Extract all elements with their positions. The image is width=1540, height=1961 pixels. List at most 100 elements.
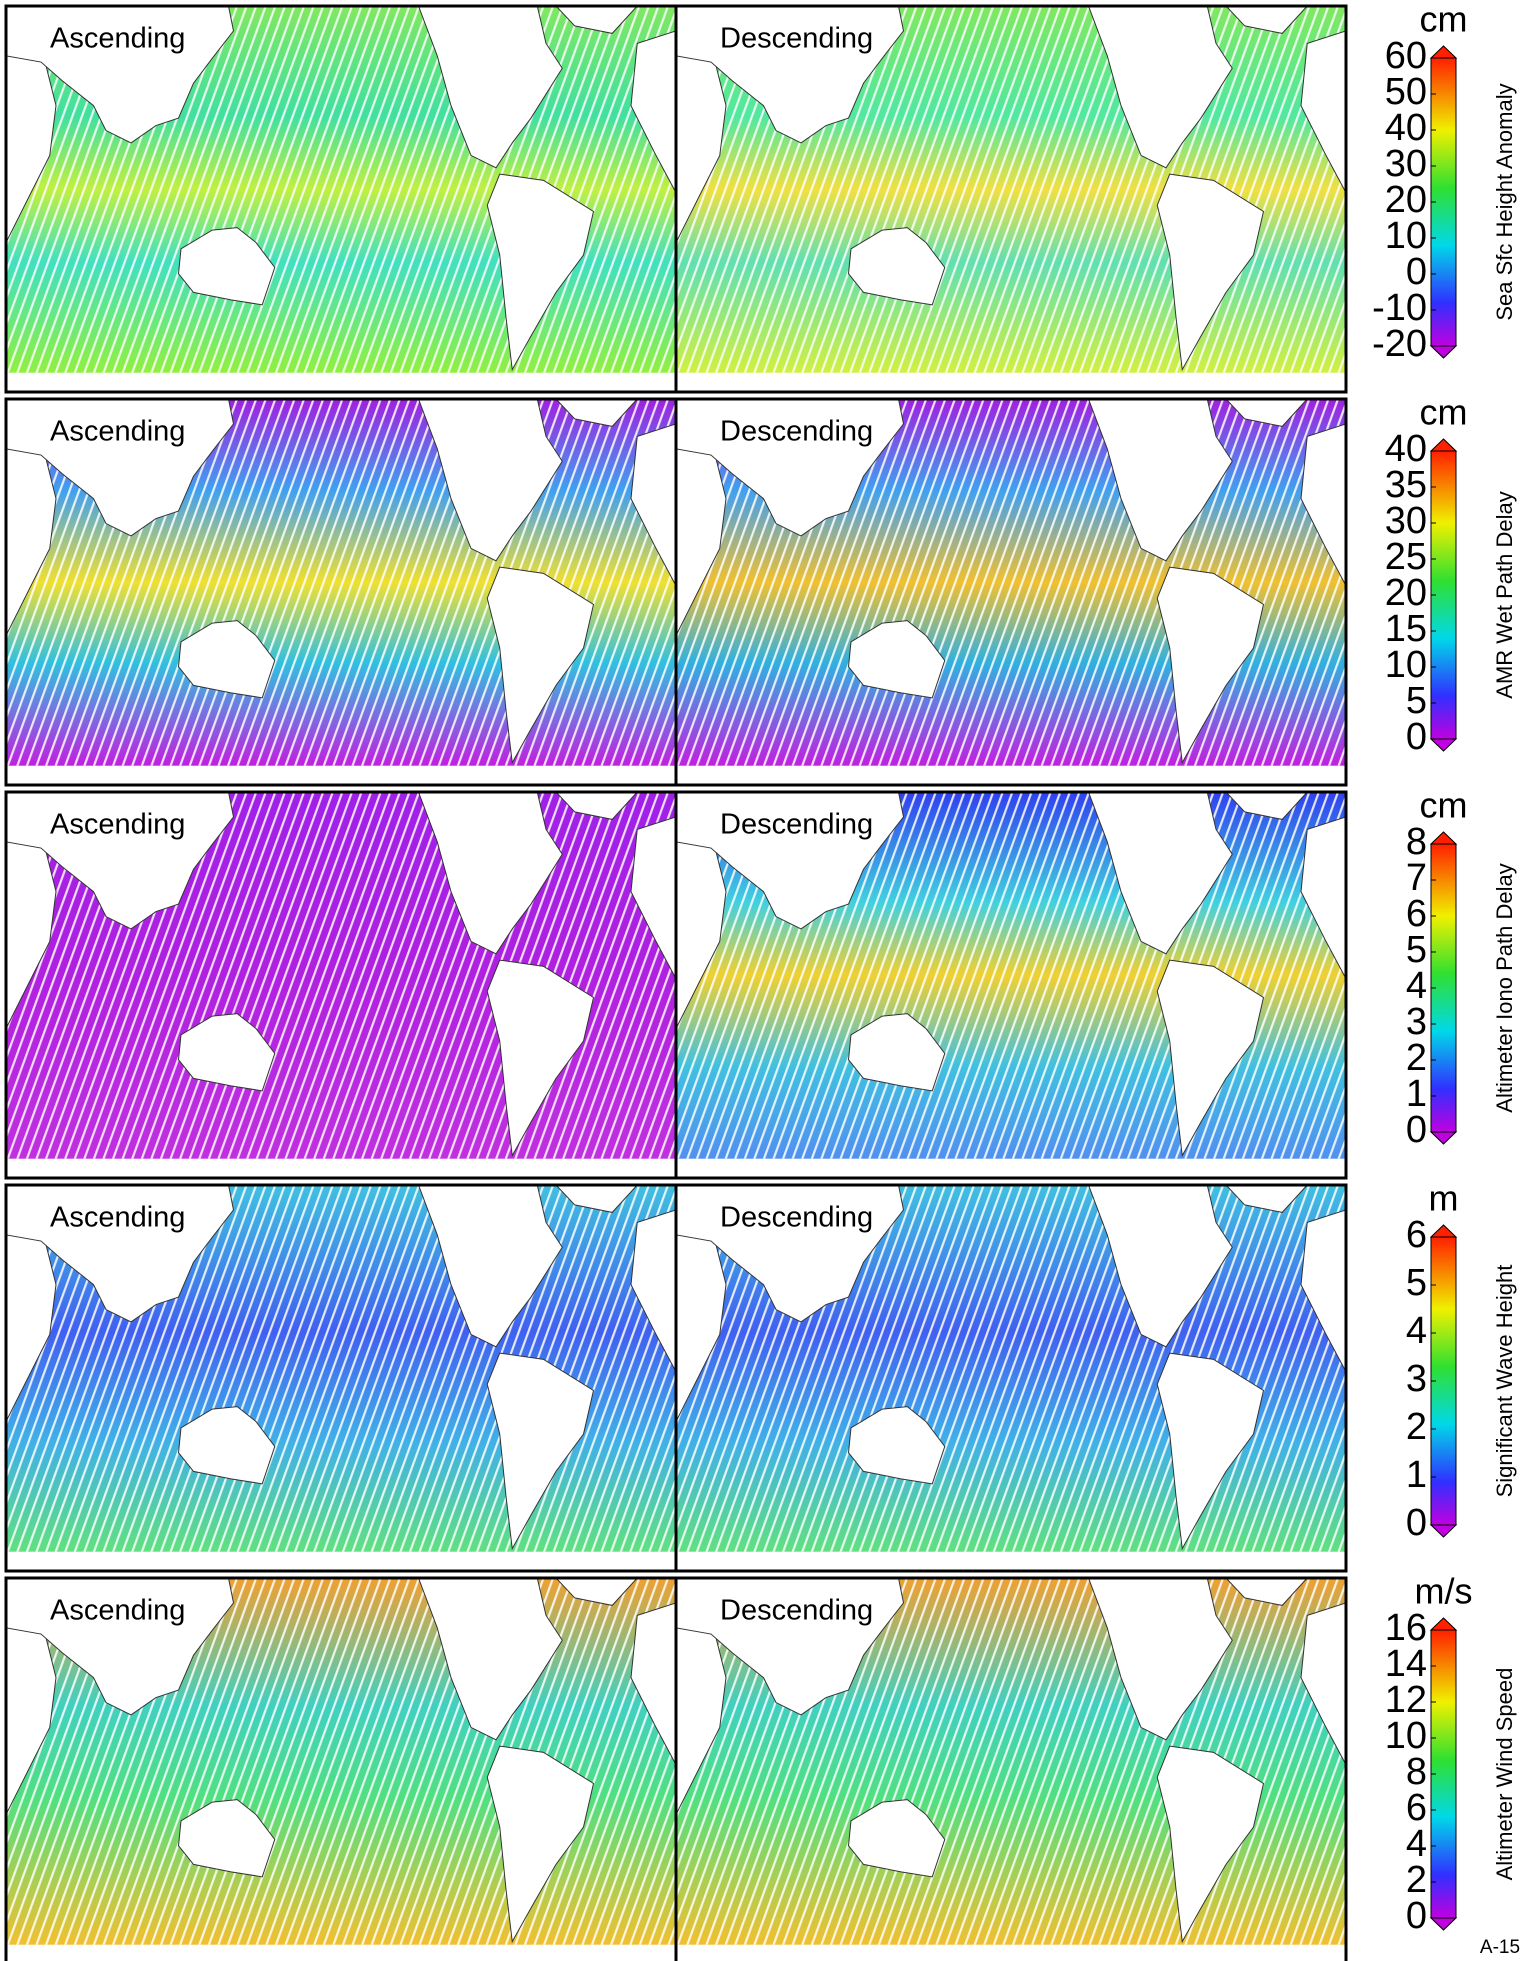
- panel-frame: [674, 397, 1348, 787]
- continent: [5, 398, 235, 537]
- map-panel: Ascending: [4, 397, 678, 787]
- colorbar-tick-label: 16: [1385, 1607, 1427, 1649]
- colorbar-tick-label: 4: [1406, 1823, 1427, 1865]
- continent: [847, 620, 946, 699]
- continent: [5, 1184, 235, 1323]
- continent: [630, 1602, 677, 1766]
- continent: [1087, 5, 1233, 169]
- continent: [630, 30, 677, 194]
- colorbar-cap: [1429, 1224, 1458, 1238]
- colorbar-tick-label: 0: [1406, 1502, 1427, 1544]
- colorbar-tick-label: 0: [1406, 716, 1427, 758]
- colorbar-tick-label: 20: [1385, 572, 1427, 614]
- continent: [5, 791, 235, 930]
- colorbar-cap: [1429, 438, 1458, 452]
- continent: [847, 1013, 946, 1092]
- colorbar-unit: m: [1429, 1178, 1459, 1219]
- map-panel: Descending: [674, 790, 1348, 1180]
- continent: [1300, 30, 1347, 194]
- continent: [417, 1184, 563, 1348]
- continent: [486, 566, 595, 765]
- colorbar-cap: [1429, 345, 1458, 359]
- colorbar-tick-label: 5: [1406, 680, 1427, 722]
- map-panel: Ascending: [4, 4, 678, 394]
- panel-label: Descending: [720, 416, 873, 448]
- colorbar-unit: cm: [1420, 785, 1468, 826]
- colorbar-tick-label: 2: [1406, 1406, 1427, 1448]
- map-panel: Descending: [674, 397, 1348, 787]
- continent: [1156, 1352, 1265, 1551]
- continent: [1087, 1184, 1233, 1348]
- continent: [1300, 1602, 1347, 1766]
- continent: [417, 5, 563, 169]
- colorbar-tick-label: 12: [1385, 1679, 1427, 1721]
- colorbar-tick-label: 0: [1406, 1109, 1427, 1151]
- continent: [1087, 1577, 1233, 1741]
- colorbar-tick-label: 14: [1385, 1643, 1427, 1685]
- colorbar-tick-label: 30: [1385, 143, 1427, 185]
- map-panel: Ascending: [4, 1576, 678, 1961]
- colorbar-label: Altimeter Iono Path Delay: [1492, 863, 1517, 1112]
- panel-label: Descending: [720, 1595, 873, 1627]
- continent: [5, 1577, 235, 1716]
- colorbar-cap: [1429, 1131, 1458, 1145]
- colorbar-tick-label: 3: [1406, 1358, 1427, 1400]
- continent: [1300, 816, 1347, 980]
- colorbar-tick-label: 10: [1385, 215, 1427, 257]
- colorbar-tick-label: 6: [1406, 1214, 1427, 1256]
- continent: [630, 816, 677, 980]
- map-panel: Descending: [674, 4, 1348, 394]
- panel-label: Ascending: [50, 23, 185, 55]
- map-panel: Ascending: [4, 1183, 678, 1573]
- continent: [1156, 1745, 1265, 1944]
- colorbar-cap: [1429, 45, 1458, 59]
- panel-frame: [674, 790, 1348, 1180]
- colorbar-tick-label: 60: [1385, 35, 1427, 77]
- continent: [630, 1209, 677, 1373]
- colorbar-tick-label: 40: [1385, 107, 1427, 149]
- continent: [1300, 423, 1347, 587]
- continent: [177, 1013, 276, 1092]
- colorbar-cap: [1429, 1917, 1458, 1931]
- colorbar-tick-label: -20: [1372, 323, 1427, 365]
- continent: [630, 423, 677, 587]
- continent: [486, 959, 595, 1158]
- colorbar-tick-label: 1: [1406, 1073, 1427, 1115]
- continent: [417, 398, 563, 562]
- continent: [1087, 398, 1233, 562]
- panel-label: Descending: [720, 809, 873, 841]
- colorbar-tick-label: 5: [1406, 929, 1427, 971]
- colorbar-unit: m/s: [1415, 1571, 1473, 1612]
- colorbar-tick-label: 25: [1385, 536, 1427, 578]
- panel-frame: [674, 4, 1348, 394]
- page-number: A-15: [1480, 1937, 1520, 1958]
- continent: [847, 227, 946, 306]
- map-panel: Descending: [674, 1576, 1348, 1961]
- colorbar-tick-label: 8: [1406, 1751, 1427, 1793]
- continent: [675, 1184, 905, 1323]
- colorbar-tick-label: 2: [1406, 1859, 1427, 1901]
- colorbar-tick-label: 20: [1385, 179, 1427, 221]
- continent: [675, 5, 905, 144]
- colorbar-tick-label: 3: [1406, 1001, 1427, 1043]
- colorbar-tick-label: 4: [1406, 1310, 1427, 1352]
- colorbar-unit: cm: [1420, 0, 1468, 40]
- colorbar-tick-label: -10: [1372, 287, 1427, 329]
- continent: [486, 1745, 595, 1944]
- panel-label: Descending: [720, 1202, 873, 1234]
- continent: [1156, 959, 1265, 1158]
- colorbar-cap: [1429, 1617, 1458, 1631]
- colorbar-tick-label: 4: [1406, 965, 1427, 1007]
- continent: [177, 227, 276, 306]
- colorbar-cap: [1429, 738, 1458, 752]
- colorbar-tick-label: 0: [1406, 251, 1427, 293]
- continent: [675, 398, 905, 537]
- colorbar-tick-label: 35: [1385, 464, 1427, 506]
- continent: [486, 1352, 595, 1551]
- panel-label: Ascending: [50, 1595, 185, 1627]
- colorbar-cap: [1429, 1524, 1458, 1538]
- colorbar-cap: [1429, 831, 1458, 845]
- continent: [847, 1406, 946, 1485]
- continent: [486, 173, 595, 372]
